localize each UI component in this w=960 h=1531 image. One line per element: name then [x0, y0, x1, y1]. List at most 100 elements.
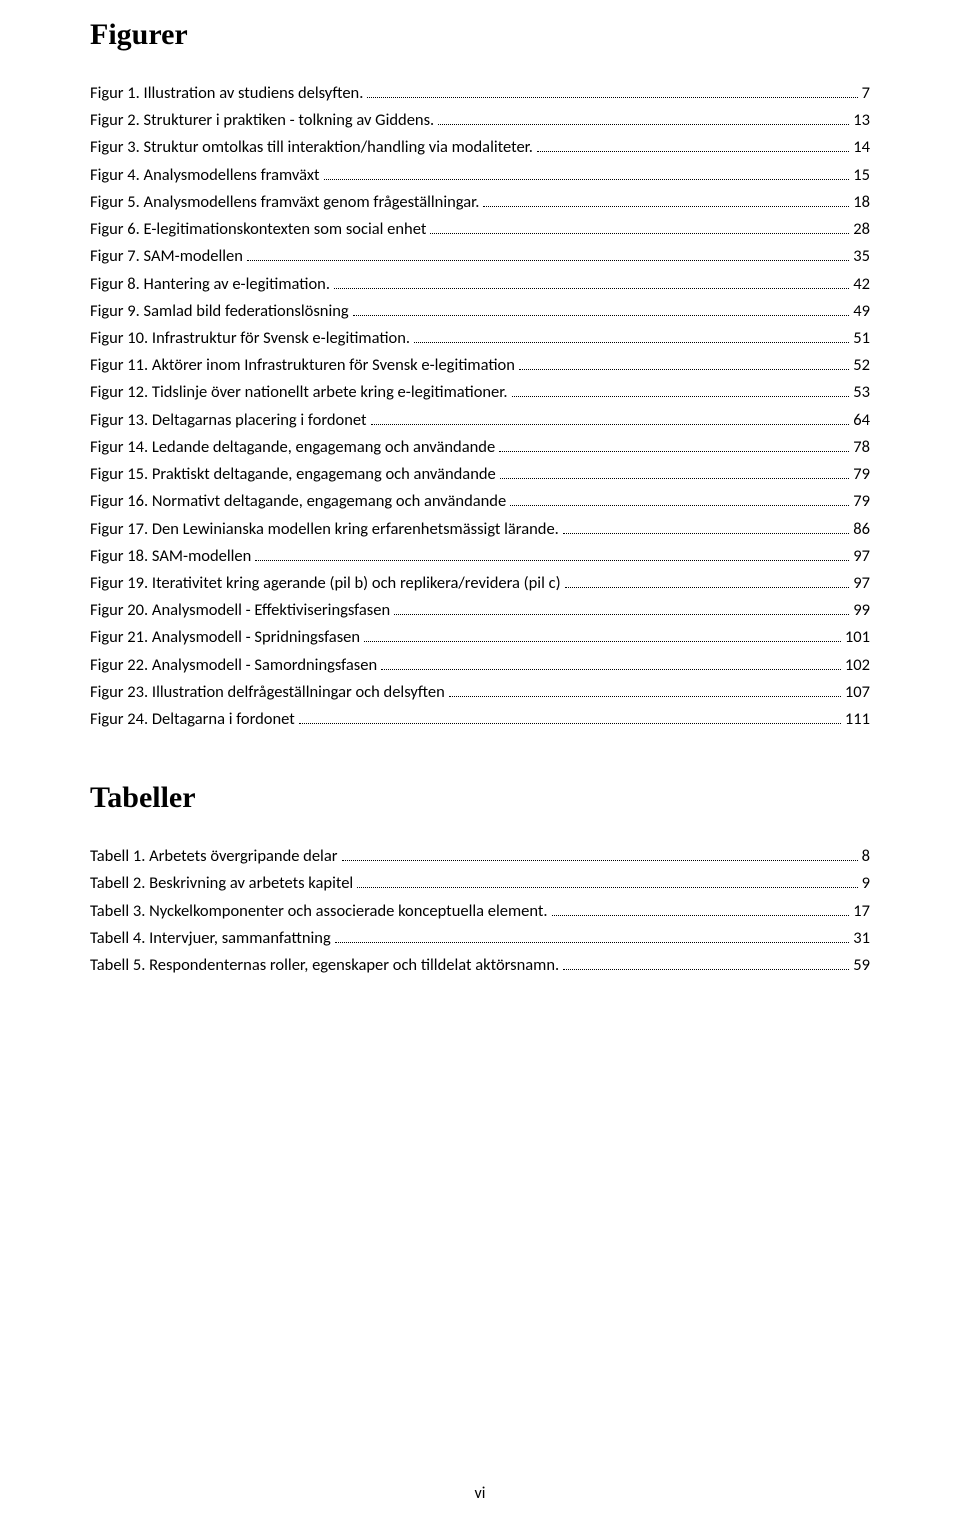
dot-leader [324, 179, 850, 180]
figure-toc-page: 86 [853, 516, 870, 543]
figure-toc-label: Figur 11. Aktörer inom Infrastrukturen f… [90, 352, 515, 379]
figure-toc-page: 51 [853, 325, 870, 352]
dot-leader [364, 641, 841, 642]
dot-leader [367, 97, 857, 98]
tables-heading: Tabeller [90, 781, 870, 815]
figure-toc-page: 78 [853, 434, 870, 461]
figure-toc-row: Figur 19. Iterativitet kring agerande (p… [90, 570, 870, 597]
dot-leader [438, 124, 849, 125]
figure-toc-row: Figur 7. SAM-modellen 35 [90, 243, 870, 270]
document-page: Figurer Figur 1. Illustration av studien… [0, 0, 960, 1531]
table-toc-page: 17 [853, 898, 870, 925]
figure-toc-page: 35 [853, 243, 870, 270]
figure-toc-page: 64 [853, 407, 870, 434]
figure-toc-row: Figur 12. Tidslinje över nationellt arbe… [90, 379, 870, 406]
dot-leader [357, 887, 857, 888]
figure-toc-page: 97 [853, 543, 870, 570]
figure-toc-page: 79 [853, 488, 870, 515]
figure-toc-label: Figur 16. Normativt deltagande, engagema… [90, 488, 506, 515]
dot-leader [552, 915, 850, 916]
table-toc-row: Tabell 2. Beskrivning av arbetets kapite… [90, 870, 870, 897]
table-toc-label: Tabell 4. Intervjuer, sammanfattning [90, 925, 331, 952]
figure-toc-label: Figur 3. Struktur omtolkas till interakt… [90, 134, 533, 161]
table-toc-page: 8 [862, 843, 870, 870]
dot-leader [342, 860, 858, 861]
figure-toc-row: Figur 8. Hantering av e-legitimation. 42 [90, 271, 870, 298]
figure-toc-row: Figur 9. Samlad bild federationslösning … [90, 298, 870, 325]
figure-toc-page: 49 [853, 298, 870, 325]
figure-toc-page: 14 [853, 134, 870, 161]
figure-toc-page: 52 [853, 352, 870, 379]
figure-toc-row: Figur 5. Analysmodellens framväxt genom … [90, 189, 870, 216]
figure-toc-label: Figur 17. Den Lewinianska modellen kring… [90, 516, 559, 543]
figure-toc-row: Figur 18. SAM-modellen 97 [90, 543, 870, 570]
dot-leader [483, 206, 849, 207]
dot-leader [449, 696, 841, 697]
figure-toc-row: Figur 2. Strukturer i praktiken - tolkni… [90, 107, 870, 134]
figure-toc-label: Figur 2. Strukturer i praktiken - tolkni… [90, 107, 434, 134]
figure-toc-label: Figur 15. Praktiskt deltagande, engagema… [90, 461, 496, 488]
dot-leader [499, 451, 849, 452]
figure-toc-page: 15 [853, 162, 870, 189]
dot-leader [430, 233, 849, 234]
figure-toc-row: Figur 3. Struktur omtolkas till interakt… [90, 134, 870, 161]
figure-toc-row: Figur 24. Deltagarna i fordonet 111 [90, 706, 870, 733]
table-toc-row: Tabell 4. Intervjuer, sammanfattning 31 [90, 925, 870, 952]
figure-toc-page: 18 [853, 189, 870, 216]
figure-toc-page: 107 [845, 679, 870, 706]
figure-toc-page: 53 [853, 379, 870, 406]
dot-leader [563, 533, 849, 534]
figure-toc-label: Figur 14. Ledande deltagande, engagemang… [90, 434, 495, 461]
dot-leader [510, 505, 849, 506]
dot-leader [334, 288, 849, 289]
figure-toc-page: 97 [853, 570, 870, 597]
dot-leader [335, 942, 850, 943]
dot-leader [519, 369, 849, 370]
page-number: vi [0, 1484, 960, 1503]
dot-leader [512, 396, 850, 397]
figure-toc-page: 28 [853, 216, 870, 243]
figure-toc-page: 42 [853, 271, 870, 298]
figure-toc-row: Figur 22. Analysmodell - Samordningsfase… [90, 652, 870, 679]
figure-toc-row: Figur 17. Den Lewinianska modellen kring… [90, 516, 870, 543]
dot-leader [381, 669, 841, 670]
figure-toc-page: 102 [845, 652, 870, 679]
figures-toc-list: Figur 1. Illustration av studiens delsyf… [90, 80, 870, 733]
table-toc-row: Tabell 3. Nyckelkomponenter och associer… [90, 898, 870, 925]
dot-leader [394, 614, 849, 615]
figure-toc-label: Figur 18. SAM-modellen [90, 543, 251, 570]
table-toc-label: Tabell 2. Beskrivning av arbetets kapite… [90, 870, 353, 897]
dot-leader [371, 424, 850, 425]
figure-toc-row: Figur 1. Illustration av studiens delsyf… [90, 80, 870, 107]
figure-toc-page: 99 [853, 597, 870, 624]
figure-toc-row: Figur 11. Aktörer inom Infrastrukturen f… [90, 352, 870, 379]
figure-toc-label: Figur 23. Illustration delfrågeställning… [90, 679, 445, 706]
figure-toc-label: Figur 13. Deltagarnas placering i fordon… [90, 407, 367, 434]
dot-leader [255, 560, 849, 561]
figures-heading: Figurer [90, 18, 870, 52]
figure-toc-label: Figur 12. Tidslinje över nationellt arbe… [90, 379, 508, 406]
figure-toc-page: 7 [862, 80, 870, 107]
dot-leader [500, 478, 850, 479]
dot-leader [565, 587, 850, 588]
figure-toc-row: Figur 20. Analysmodell - Effektivisering… [90, 597, 870, 624]
figure-toc-row: Figur 16. Normativt deltagande, engagema… [90, 488, 870, 515]
figure-toc-label: Figur 4. Analysmodellens framväxt [90, 162, 320, 189]
figure-toc-row: Figur 6. E-legitimationskontexten som so… [90, 216, 870, 243]
figure-toc-page: 13 [853, 107, 870, 134]
figure-toc-label: Figur 24. Deltagarna i fordonet [90, 706, 295, 733]
figure-toc-page: 111 [845, 706, 870, 733]
dot-leader [537, 151, 849, 152]
table-toc-row: Tabell 5. Respondenternas roller, egensk… [90, 952, 870, 979]
table-toc-row: Tabell 1. Arbetets övergripande delar 8 [90, 843, 870, 870]
figure-toc-label: Figur 22. Analysmodell - Samordningsfase… [90, 652, 377, 679]
figure-toc-row: Figur 4. Analysmodellens framväxt 15 [90, 162, 870, 189]
figure-toc-row: Figur 21. Analysmodell - Spridningsfasen… [90, 624, 870, 651]
table-toc-page: 31 [853, 925, 870, 952]
figure-toc-label: Figur 19. Iterativitet kring agerande (p… [90, 570, 561, 597]
figure-toc-label: Figur 5. Analysmodellens framväxt genom … [90, 189, 479, 216]
dot-leader [414, 342, 849, 343]
figure-toc-label: Figur 10. Infrastruktur för Svensk e-leg… [90, 325, 410, 352]
dot-leader [563, 969, 849, 970]
figure-toc-label: Figur 21. Analysmodell - Spridningsfasen [90, 624, 360, 651]
